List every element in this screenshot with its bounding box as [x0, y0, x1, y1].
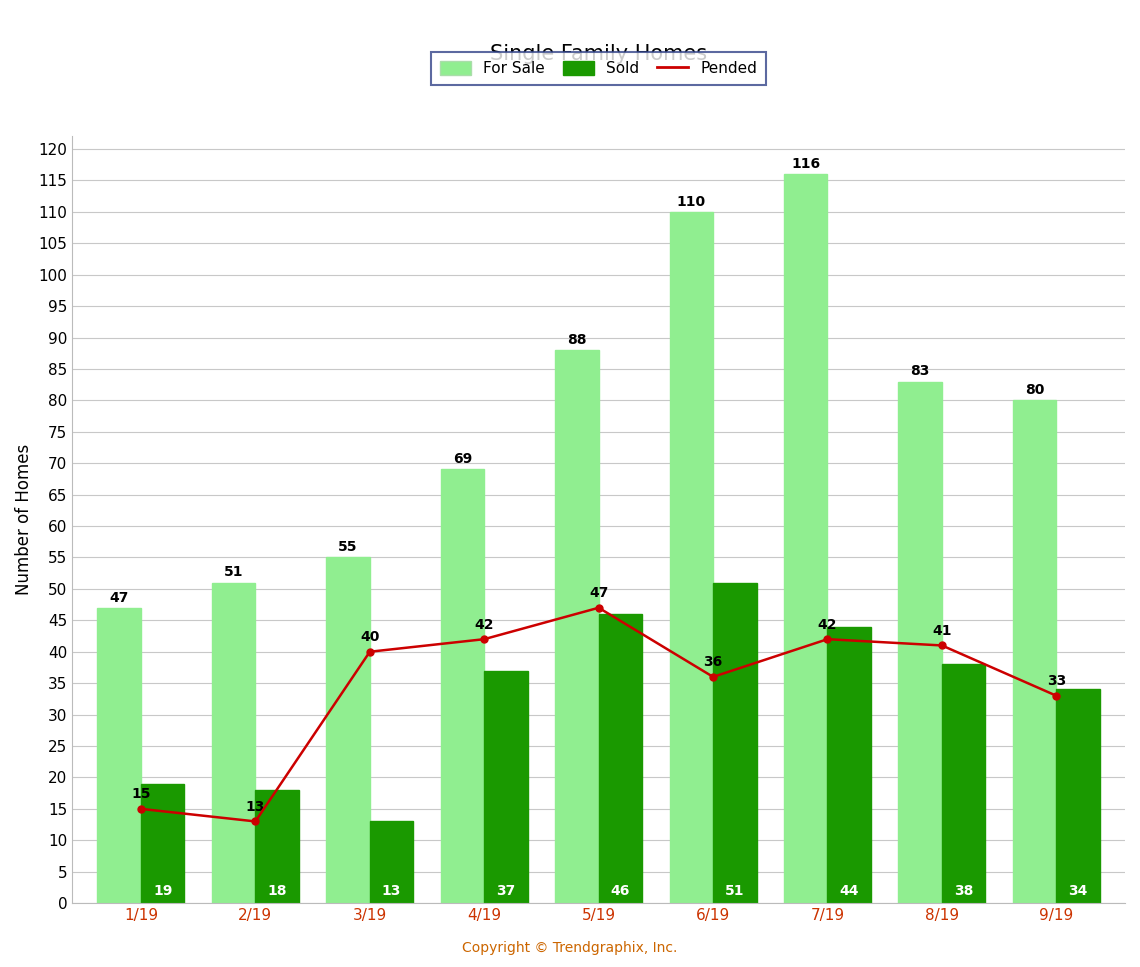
- Bar: [784, 174, 828, 903]
- Text: 47: 47: [589, 586, 609, 601]
- Bar: [255, 790, 299, 903]
- Text: 34: 34: [1068, 884, 1088, 898]
- Text: 44: 44: [839, 884, 858, 898]
- Bar: [714, 582, 757, 903]
- Title: Single Family Homes: Single Family Homes: [490, 44, 707, 64]
- Text: 13: 13: [246, 800, 266, 814]
- Text: 69: 69: [453, 453, 472, 466]
- Bar: [97, 607, 141, 903]
- Text: 83: 83: [911, 365, 930, 378]
- Bar: [1057, 689, 1100, 903]
- Text: 38: 38: [954, 884, 974, 898]
- Text: 46: 46: [611, 884, 630, 898]
- Y-axis label: Number of Homes: Number of Homes: [15, 444, 33, 596]
- Bar: [942, 664, 985, 903]
- Bar: [441, 470, 484, 903]
- Text: 15: 15: [131, 787, 150, 802]
- Text: 33: 33: [1047, 674, 1066, 689]
- Text: 18: 18: [268, 884, 287, 898]
- Bar: [484, 670, 528, 903]
- Text: 51: 51: [223, 566, 243, 579]
- Bar: [1012, 400, 1057, 903]
- Bar: [555, 350, 598, 903]
- Text: 42: 42: [817, 618, 837, 631]
- Legend: For Sale, Sold, Pended: For Sale, Sold, Pended: [431, 52, 766, 85]
- Text: 116: 116: [791, 157, 821, 171]
- Text: 55: 55: [339, 541, 358, 554]
- Bar: [898, 382, 942, 903]
- Bar: [828, 627, 871, 903]
- Text: 37: 37: [496, 884, 515, 898]
- Text: 80: 80: [1025, 383, 1044, 397]
- Bar: [669, 212, 714, 903]
- Text: 36: 36: [703, 656, 723, 669]
- Text: Copyright © Trendgraphix, Inc.: Copyright © Trendgraphix, Inc.: [463, 942, 677, 955]
- Text: 47: 47: [109, 591, 129, 604]
- Bar: [598, 614, 642, 903]
- Text: 13: 13: [382, 884, 401, 898]
- Text: 40: 40: [360, 630, 380, 644]
- Text: 41: 41: [933, 624, 952, 638]
- Bar: [326, 557, 369, 903]
- Bar: [369, 821, 414, 903]
- Bar: [212, 582, 255, 903]
- Bar: [141, 783, 185, 903]
- Text: 88: 88: [568, 333, 587, 347]
- Text: 19: 19: [153, 884, 172, 898]
- Text: 42: 42: [474, 618, 494, 631]
- Text: 110: 110: [677, 194, 706, 209]
- Text: 51: 51: [725, 884, 744, 898]
